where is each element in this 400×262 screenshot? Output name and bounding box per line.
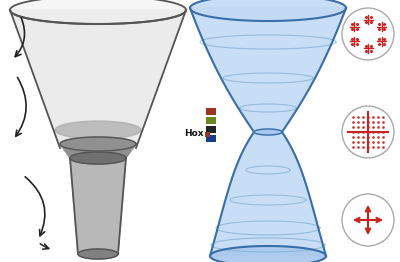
Polygon shape [60,137,136,151]
Circle shape [342,194,394,246]
Polygon shape [70,152,126,164]
Circle shape [342,8,394,60]
Circle shape [342,106,394,158]
Bar [206,117,216,124]
Bar [206,135,216,142]
Bar [206,126,216,133]
Polygon shape [60,144,136,158]
Polygon shape [55,121,141,139]
Polygon shape [78,249,118,259]
Polygon shape [70,158,126,254]
Polygon shape [10,10,186,148]
Polygon shape [190,0,346,21]
Polygon shape [10,0,186,24]
Polygon shape [210,246,326,262]
Text: Hox: Hox [184,129,204,139]
Bar [206,108,216,115]
Polygon shape [190,8,346,132]
Bar [205,132,210,137]
Polygon shape [254,129,282,135]
Polygon shape [210,132,326,256]
